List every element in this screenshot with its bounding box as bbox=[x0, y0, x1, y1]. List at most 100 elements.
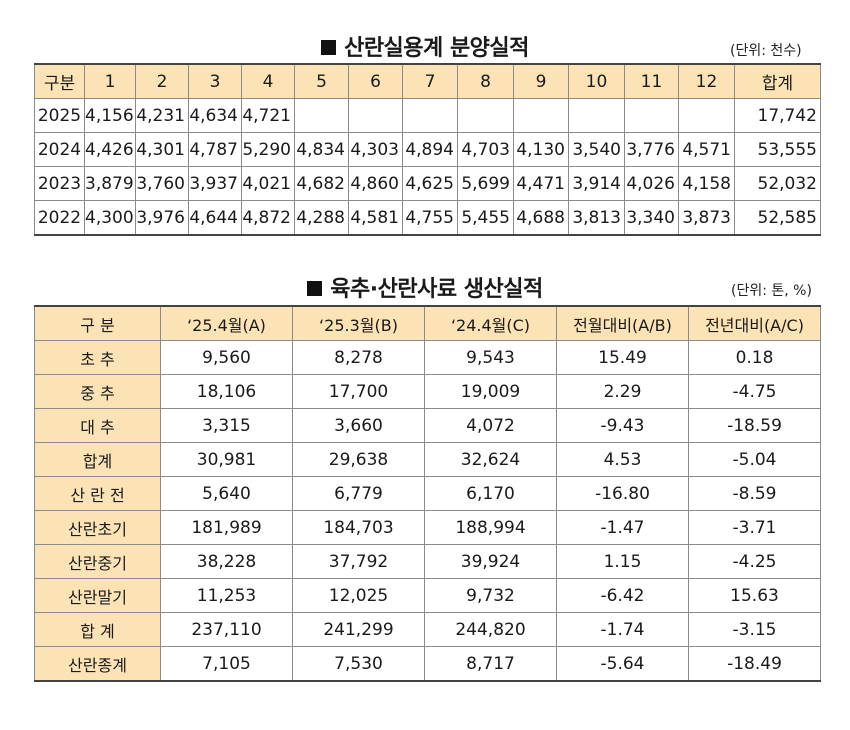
table-cell: 4,300 bbox=[84, 200, 136, 236]
table-cell: 9,560 bbox=[160, 340, 293, 375]
table-cell: -1.47 bbox=[556, 510, 689, 545]
table-cell: 184,703 bbox=[292, 510, 425, 545]
table-cell: 4,644 bbox=[188, 200, 242, 236]
table-cell: -18.59 bbox=[688, 408, 821, 443]
row-label: 2025 bbox=[34, 98, 85, 133]
table-cell: -3.71 bbox=[688, 510, 821, 545]
table-cell: 6,170 bbox=[424, 476, 557, 511]
row-label: 합계 bbox=[34, 442, 161, 477]
column-header: 11 bbox=[624, 63, 679, 99]
table-cell: 241,299 bbox=[292, 612, 425, 647]
row-label: 2022 bbox=[34, 200, 85, 236]
table-row: 합계 30,981 29,638 32,624 4.53 -5.04 bbox=[34, 442, 821, 477]
table-cell: 237,110 bbox=[160, 612, 293, 647]
table-row: 2025 4,156 4,231 4,634 4,721 17,742 bbox=[34, 98, 821, 133]
table-cell: 4.53 bbox=[556, 442, 689, 477]
column-header: 구분 bbox=[34, 63, 85, 99]
table-cell bbox=[513, 98, 569, 133]
chick-distribution-table: 구분 1 2 3 4 5 6 7 8 9 10 11 12 합계 2025 4,156 4,231 4,634 4… bbox=[34, 63, 821, 236]
table-cell: 4,303 bbox=[348, 132, 403, 167]
table-cell: -3.15 bbox=[688, 612, 821, 647]
table-cell bbox=[568, 98, 625, 133]
column-header: 2 bbox=[135, 63, 189, 99]
table-cell: -8.59 bbox=[688, 476, 821, 511]
table-cell: 8,278 bbox=[292, 340, 425, 375]
table-row: 산란종계 7,105 7,530 8,717 -5.64 -18.49 bbox=[34, 646, 821, 682]
table-cell: 3,760 bbox=[135, 166, 189, 201]
column-header: 10 bbox=[568, 63, 625, 99]
section1-title: 산란실용계 분양실적 bbox=[0, 30, 850, 62]
table-cell: 7,530 bbox=[292, 646, 425, 682]
table-cell: 11,253 bbox=[160, 578, 293, 613]
table-cell bbox=[348, 98, 403, 133]
row-label: 산란말기 bbox=[34, 578, 161, 613]
table-cell: 3,914 bbox=[568, 166, 625, 201]
table-cell: 244,820 bbox=[424, 612, 557, 647]
table-cell: 4,682 bbox=[294, 166, 349, 201]
table-cell: 4,026 bbox=[624, 166, 679, 201]
row-label: 산란종계 bbox=[34, 646, 161, 682]
column-header: 3 bbox=[188, 63, 242, 99]
table-cell: 9,543 bbox=[424, 340, 557, 375]
section2-title-text: 육추·산란사료 생산실적 bbox=[330, 277, 543, 302]
table-row: 산란말기 11,253 12,025 9,732 -6.42 15.63 bbox=[34, 578, 821, 613]
table-cell: -4.25 bbox=[688, 544, 821, 579]
column-header: 9 bbox=[513, 63, 569, 99]
table-cell: 8,717 bbox=[424, 646, 557, 682]
table-row: 초 추 9,560 8,278 9,543 15.49 0.18 bbox=[34, 340, 821, 375]
table-cell: 5,640 bbox=[160, 476, 293, 511]
square-bullet-icon bbox=[321, 40, 337, 55]
feed-production-table: 구 분 ‘25.4월(A) ‘25.3월(B) ‘24.4월(C) 전월대비(A/B) 전… bbox=[34, 305, 821, 682]
table-cell: -9.43 bbox=[556, 408, 689, 443]
section2-unit: (단위: 톤, %) bbox=[731, 283, 812, 299]
table-cell: 3,879 bbox=[84, 166, 136, 201]
table-cell: 4,834 bbox=[294, 132, 349, 167]
table-cell: 4,231 bbox=[135, 98, 189, 133]
table-cell: 5,455 bbox=[457, 200, 514, 236]
table-cell: 39,924 bbox=[424, 544, 557, 579]
table-cell: 3,976 bbox=[135, 200, 189, 236]
row-label: 중 추 bbox=[34, 374, 161, 409]
table-cell bbox=[294, 98, 349, 133]
table-cell: 3,340 bbox=[624, 200, 679, 236]
table-cell: 3,813 bbox=[568, 200, 625, 236]
table-cell: 19,009 bbox=[424, 374, 557, 409]
table-cell: 52,032 bbox=[734, 166, 821, 201]
table-cell: 4,872 bbox=[241, 200, 295, 236]
table-cell: 12,025 bbox=[292, 578, 425, 613]
table-cell: 4,471 bbox=[513, 166, 569, 201]
table-cell: 4,072 bbox=[424, 408, 557, 443]
table-header-row: 구 분 ‘25.4월(A) ‘25.3월(B) ‘24.4월(C) 전월대비(A/B) 전… bbox=[34, 305, 821, 341]
table-cell: 4,581 bbox=[348, 200, 403, 236]
row-label: 합 계 bbox=[34, 612, 161, 647]
table-cell: 4,625 bbox=[402, 166, 458, 201]
table-cell: 4,755 bbox=[402, 200, 458, 236]
table-cell: 4,021 bbox=[241, 166, 295, 201]
table-row: 2024 4,426 4,301 4,787 5,290 4,834 4,303 4,894 4… bbox=[34, 132, 821, 167]
table-cell: -4.75 bbox=[688, 374, 821, 409]
table-cell: 3,873 bbox=[678, 200, 735, 236]
table-cell bbox=[457, 98, 514, 133]
table-cell: 32,624 bbox=[424, 442, 557, 477]
table-cell: 2.29 bbox=[556, 374, 689, 409]
column-header: 8 bbox=[457, 63, 514, 99]
table-row: 합 계 237,110 241,299 244,820 -1.74 -3.15 bbox=[34, 612, 821, 647]
table-cell: 4,156 bbox=[84, 98, 136, 133]
table-cell: 9,732 bbox=[424, 578, 557, 613]
table-cell: 15.63 bbox=[688, 578, 821, 613]
table-cell: 17,700 bbox=[292, 374, 425, 409]
row-label: 2023 bbox=[34, 166, 85, 201]
table-header-row: 구분 1 2 3 4 5 6 7 8 9 10 11 12 합계 bbox=[34, 63, 821, 99]
table-cell: 18,106 bbox=[160, 374, 293, 409]
table-cell: 4,860 bbox=[348, 166, 403, 201]
table-cell: 29,638 bbox=[292, 442, 425, 477]
row-label: 산 란 전 bbox=[34, 476, 161, 511]
table-cell: -6.42 bbox=[556, 578, 689, 613]
table-cell: 4,634 bbox=[188, 98, 242, 133]
table-cell: -16.80 bbox=[556, 476, 689, 511]
column-header: 전월대비(A/B) bbox=[556, 305, 689, 341]
row-label: 2024 bbox=[34, 132, 85, 167]
column-header: 6 bbox=[348, 63, 403, 99]
table-cell bbox=[678, 98, 735, 133]
table-cell: 15.49 bbox=[556, 340, 689, 375]
